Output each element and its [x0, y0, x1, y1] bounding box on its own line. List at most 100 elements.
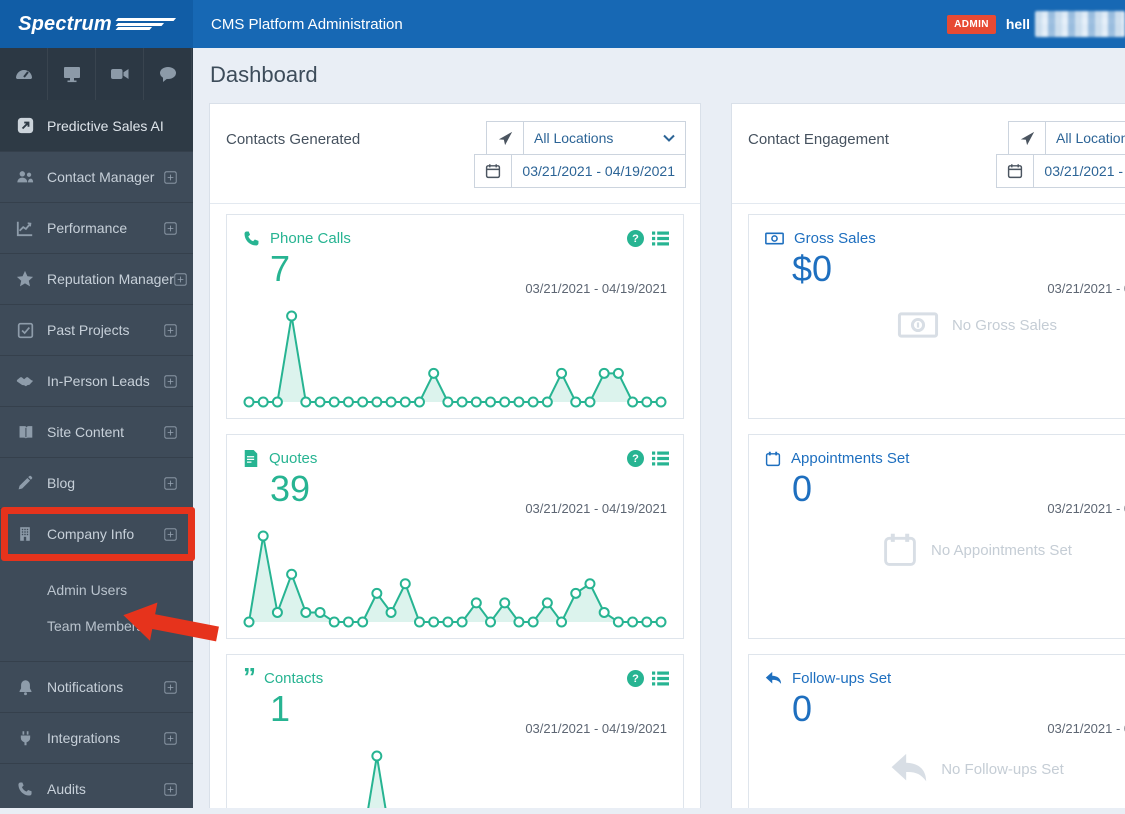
panel-title: Contacts Generated: [226, 131, 361, 148]
metric-label: Phone Calls: [270, 230, 351, 247]
metric-value: 0: [792, 688, 813, 729]
metric-label: Appointments Set: [791, 450, 910, 467]
dashboard-gauge-icon[interactable]: [0, 48, 48, 100]
bell-icon: [16, 678, 34, 696]
sidebar-subitem-admin-users[interactable]: Admin Users: [47, 582, 128, 598]
sidebar-item-label: In-Person Leads: [47, 373, 150, 389]
contacts-card: ” Contacts ? 1 03/21/2021 - 04/19/2021: [226, 654, 684, 808]
book-icon: [16, 423, 34, 441]
phone-icon: [243, 230, 260, 247]
sidebar-item-label: Predictive Sales AI: [47, 117, 164, 134]
plus-square-icon[interactable]: [164, 476, 177, 490]
date-range-value: 03/21/2021 - 04/19/2021: [1044, 163, 1125, 179]
list-view-icon[interactable]: [652, 231, 669, 246]
plus-square-icon[interactable]: [164, 323, 177, 337]
plus-square-icon[interactable]: [164, 170, 177, 184]
sidebar-item-contact-manager[interactable]: Contact Manager: [0, 151, 193, 202]
sidebar-item-label: Audits: [47, 781, 86, 797]
metric-label: Quotes: [269, 450, 318, 467]
sidebar-item-notifications[interactable]: Notifications: [0, 661, 193, 712]
top-navigation-bar: Spectrum CMS Platform Administration ADM…: [0, 0, 1125, 48]
empty-state-text: No Appointments Set: [931, 541, 1072, 559]
list-view-icon[interactable]: [652, 451, 669, 466]
help-icon[interactable]: ?: [627, 670, 644, 687]
empty-state-text: No Follow-ups Set: [941, 760, 1064, 778]
redacted-username: [1035, 11, 1125, 37]
date-range-picker[interactable]: 03/21/2021 - 04/19/2021: [474, 154, 686, 188]
location-filter-select[interactable]: All Locations: [1008, 121, 1125, 155]
metric-date-range: 03/21/2021 - 04/19/2021: [525, 501, 667, 516]
phone-calls-card: Phone Calls ? 7 03/21/2021 - 04/19/2021: [226, 214, 684, 419]
quote-icon: ”: [243, 661, 256, 692]
plus-square-icon[interactable]: [164, 680, 177, 694]
sidebar-item-site-content[interactable]: Site Content: [0, 406, 193, 457]
metric-date-range: 03/21/2021 - 04/19/2021: [1047, 721, 1125, 736]
check-square-icon: [16, 321, 34, 339]
sidebar-item-past-projects[interactable]: Past Projects: [0, 304, 193, 355]
sidebar-item-audits[interactable]: Audits: [0, 763, 193, 814]
app-logo[interactable]: Spectrum: [0, 0, 193, 48]
sidebar-item-integrations[interactable]: Integrations: [0, 712, 193, 763]
metric-date-range: 03/21/2021 - 04/19/2021: [1047, 281, 1125, 296]
calendar-icon: [765, 451, 781, 467]
banknote-empty-icon: [897, 312, 939, 338]
building-icon: [16, 525, 34, 543]
handshake-icon: [16, 372, 34, 390]
help-icon[interactable]: ?: [627, 230, 644, 247]
list-view-icon[interactable]: [652, 671, 669, 686]
video-camera-icon[interactable]: [96, 48, 144, 100]
location-send-icon: [487, 122, 524, 154]
sidebar-item-reputation-manager[interactable]: Reputation Manager: [0, 253, 193, 304]
metric-label: Contacts: [264, 670, 324, 687]
box-arrow-icon: [16, 117, 34, 135]
plus-square-icon[interactable]: [164, 374, 177, 388]
plus-square-icon[interactable]: [164, 782, 177, 796]
calendar-empty-icon: [882, 532, 918, 568]
metric-value: $0: [792, 248, 833, 289]
sidebar-item-label: Company Info: [47, 526, 135, 542]
chevron-down-icon: [663, 134, 675, 142]
sidebar-icon-tabs: [0, 48, 193, 100]
sidebar-item-label: Reputation Manager: [47, 271, 174, 287]
sidebar-item-in-person-leads[interactable]: In-Person Leads: [0, 355, 193, 406]
chat-bubble-icon[interactable]: [144, 48, 192, 100]
plus-square-icon[interactable]: [164, 221, 177, 235]
contact-engagement-panel: Contact Engagement All Locations: [731, 103, 1125, 808]
location-filter-select[interactable]: All Locations: [486, 121, 686, 155]
metric-label: Gross Sales: [794, 230, 876, 247]
main-content: Dashboard Contacts Generated All Locatio…: [193, 48, 1125, 808]
date-range-value: 03/21/2021 - 04/19/2021: [522, 163, 675, 179]
contacts-generated-panel: Contacts Generated All Locations: [209, 103, 701, 808]
metric-date-range: 03/21/2021 - 04/19/2021: [1047, 501, 1125, 516]
contacts-sparkline-chart: [237, 740, 673, 808]
quotes-sparkline-chart: [237, 520, 673, 632]
logo-stripes-icon: [115, 18, 176, 30]
panel-header: Contact Engagement All Locations: [732, 104, 1125, 204]
plug-icon: [16, 729, 34, 747]
sidebar-item-predictive-sales-ai[interactable]: Predictive Sales AI: [0, 100, 193, 151]
file-text-icon: [243, 450, 259, 467]
metric-value: 0: [792, 468, 813, 509]
plus-square-icon[interactable]: [174, 272, 187, 286]
sidebar-item-label: Site Content: [47, 424, 125, 440]
sidebar-item-blog[interactable]: Blog: [0, 457, 193, 508]
sidebar-item-performance[interactable]: Performance: [0, 202, 193, 253]
gross-sales-card: Gross Sales ? $0 03/21/2021 - 04/19/2021…: [748, 214, 1125, 419]
sidebar-item-company-info[interactable]: Company Info: [0, 508, 193, 559]
username-text[interactable]: hell: [1005, 16, 1030, 32]
empty-state-text: No Gross Sales: [951, 316, 1058, 334]
page-title: Dashboard: [210, 62, 318, 87]
sidebar-subitem-team-members[interactable]: Team Members: [47, 618, 144, 634]
help-icon[interactable]: ?: [627, 450, 644, 467]
reply-arrow-icon: [765, 671, 782, 686]
sidebar-item-label: Contact Manager: [47, 169, 155, 185]
plus-square-icon[interactable]: [164, 527, 177, 541]
sidebar: Predictive Sales AI Contact Manager Perf…: [0, 48, 193, 808]
desktop-icon[interactable]: [48, 48, 96, 100]
admin-role-badge: ADMIN: [947, 14, 996, 34]
plus-square-icon[interactable]: [164, 425, 177, 439]
plus-square-icon[interactable]: [164, 731, 177, 745]
star-icon: [16, 270, 34, 288]
metric-date-range: 03/21/2021 - 04/19/2021: [525, 721, 667, 736]
date-range-picker[interactable]: 03/21/2021 - 04/19/2021: [996, 154, 1125, 188]
